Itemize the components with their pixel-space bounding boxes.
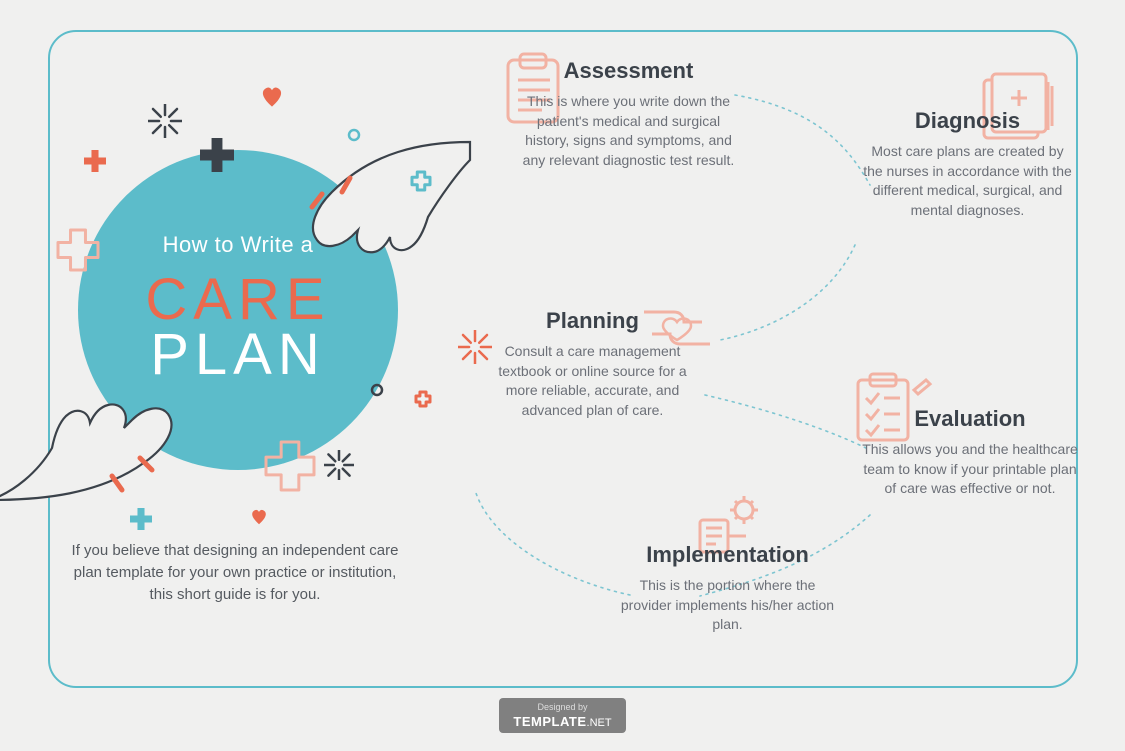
footer: Designed by TEMPLATE.NET <box>0 698 1125 733</box>
step-body: This is where you write down the patient… <box>516 92 741 170</box>
step-evaluation: Evaluation This allows you and the healt… <box>860 406 1080 499</box>
burst-icon <box>324 450 354 485</box>
footer-brand: TEMPLATE <box>513 714 586 729</box>
footer-tld: .NET <box>587 717 612 729</box>
intro-text: If you believe that designing an indepen… <box>70 540 400 605</box>
plus-outline-icon <box>56 228 100 277</box>
plus-icon <box>130 508 152 535</box>
step-body: This allows you and the healthcare team … <box>860 440 1080 499</box>
step-implementation: Implementation This is the portion where… <box>620 542 835 635</box>
hand-bottom <box>0 350 250 530</box>
step-title: Evaluation <box>860 406 1080 432</box>
ring-icon <box>347 128 361 147</box>
step-body: Most care plans are created by the nurse… <box>860 142 1075 220</box>
step-planning: Planning Consult a care management textb… <box>490 308 695 420</box>
burst-icon <box>458 330 492 369</box>
heart-icon <box>250 508 268 531</box>
burst-icon <box>148 104 182 143</box>
step-assessment: Assessment This is where you write down … <box>516 58 741 170</box>
footer-badge: Designed by TEMPLATE.NET <box>499 698 625 733</box>
step-title: Implementation <box>620 542 835 568</box>
plus-outline-icon <box>410 170 432 197</box>
plus-icon <box>200 138 234 177</box>
plus-outline-icon <box>264 440 316 497</box>
designed-by-label: Designed by <box>513 702 611 712</box>
step-body: Consult a care management textbook or on… <box>490 342 695 420</box>
step-body: This is the portion where the provider i… <box>620 576 835 635</box>
step-diagnosis: Diagnosis Most care plans are created by… <box>860 108 1075 220</box>
step-title: Diagnosis <box>860 108 1075 134</box>
plus-icon <box>84 150 106 177</box>
plus-outline-icon <box>414 390 432 413</box>
ring-icon <box>370 383 384 402</box>
step-title: Planning <box>490 308 695 334</box>
heart-icon <box>260 85 284 114</box>
step-title: Assessment <box>516 58 741 84</box>
hand-top <box>262 132 472 292</box>
